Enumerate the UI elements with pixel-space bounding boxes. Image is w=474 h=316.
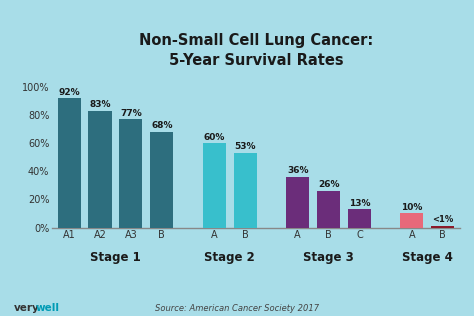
Text: 26%: 26%: [318, 180, 339, 189]
Text: Stage 1: Stage 1: [90, 251, 141, 264]
Bar: [57, 98, 81, 228]
Text: very: very: [14, 303, 40, 313]
Title: Non-Small Cell Lung Cancer:
5-Year Survival Rates: Non-Small Cell Lung Cancer: 5-Year Survi…: [139, 33, 373, 68]
Bar: [150, 132, 173, 228]
Text: Source: American Cancer Society 2017: Source: American Cancer Society 2017: [155, 304, 319, 313]
Bar: [119, 119, 143, 228]
Bar: [89, 111, 111, 228]
Text: 68%: 68%: [151, 121, 173, 130]
Bar: [286, 177, 309, 228]
Text: 13%: 13%: [349, 198, 370, 208]
Bar: [317, 191, 340, 228]
Text: well: well: [36, 303, 60, 313]
Text: Stage 3: Stage 3: [303, 251, 354, 264]
Bar: [203, 143, 226, 228]
Text: 53%: 53%: [235, 143, 256, 151]
Bar: [401, 214, 423, 228]
Text: 77%: 77%: [120, 109, 142, 118]
Text: 83%: 83%: [89, 100, 111, 109]
Text: <1%: <1%: [432, 216, 454, 224]
Bar: [431, 226, 455, 228]
Text: 36%: 36%: [287, 166, 309, 175]
Text: 10%: 10%: [401, 203, 423, 212]
Text: 92%: 92%: [58, 88, 80, 97]
Bar: [234, 153, 257, 228]
Bar: [348, 209, 371, 228]
Text: 60%: 60%: [203, 133, 225, 142]
Text: Stage 2: Stage 2: [204, 251, 255, 264]
Text: Stage 4: Stage 4: [402, 251, 453, 264]
